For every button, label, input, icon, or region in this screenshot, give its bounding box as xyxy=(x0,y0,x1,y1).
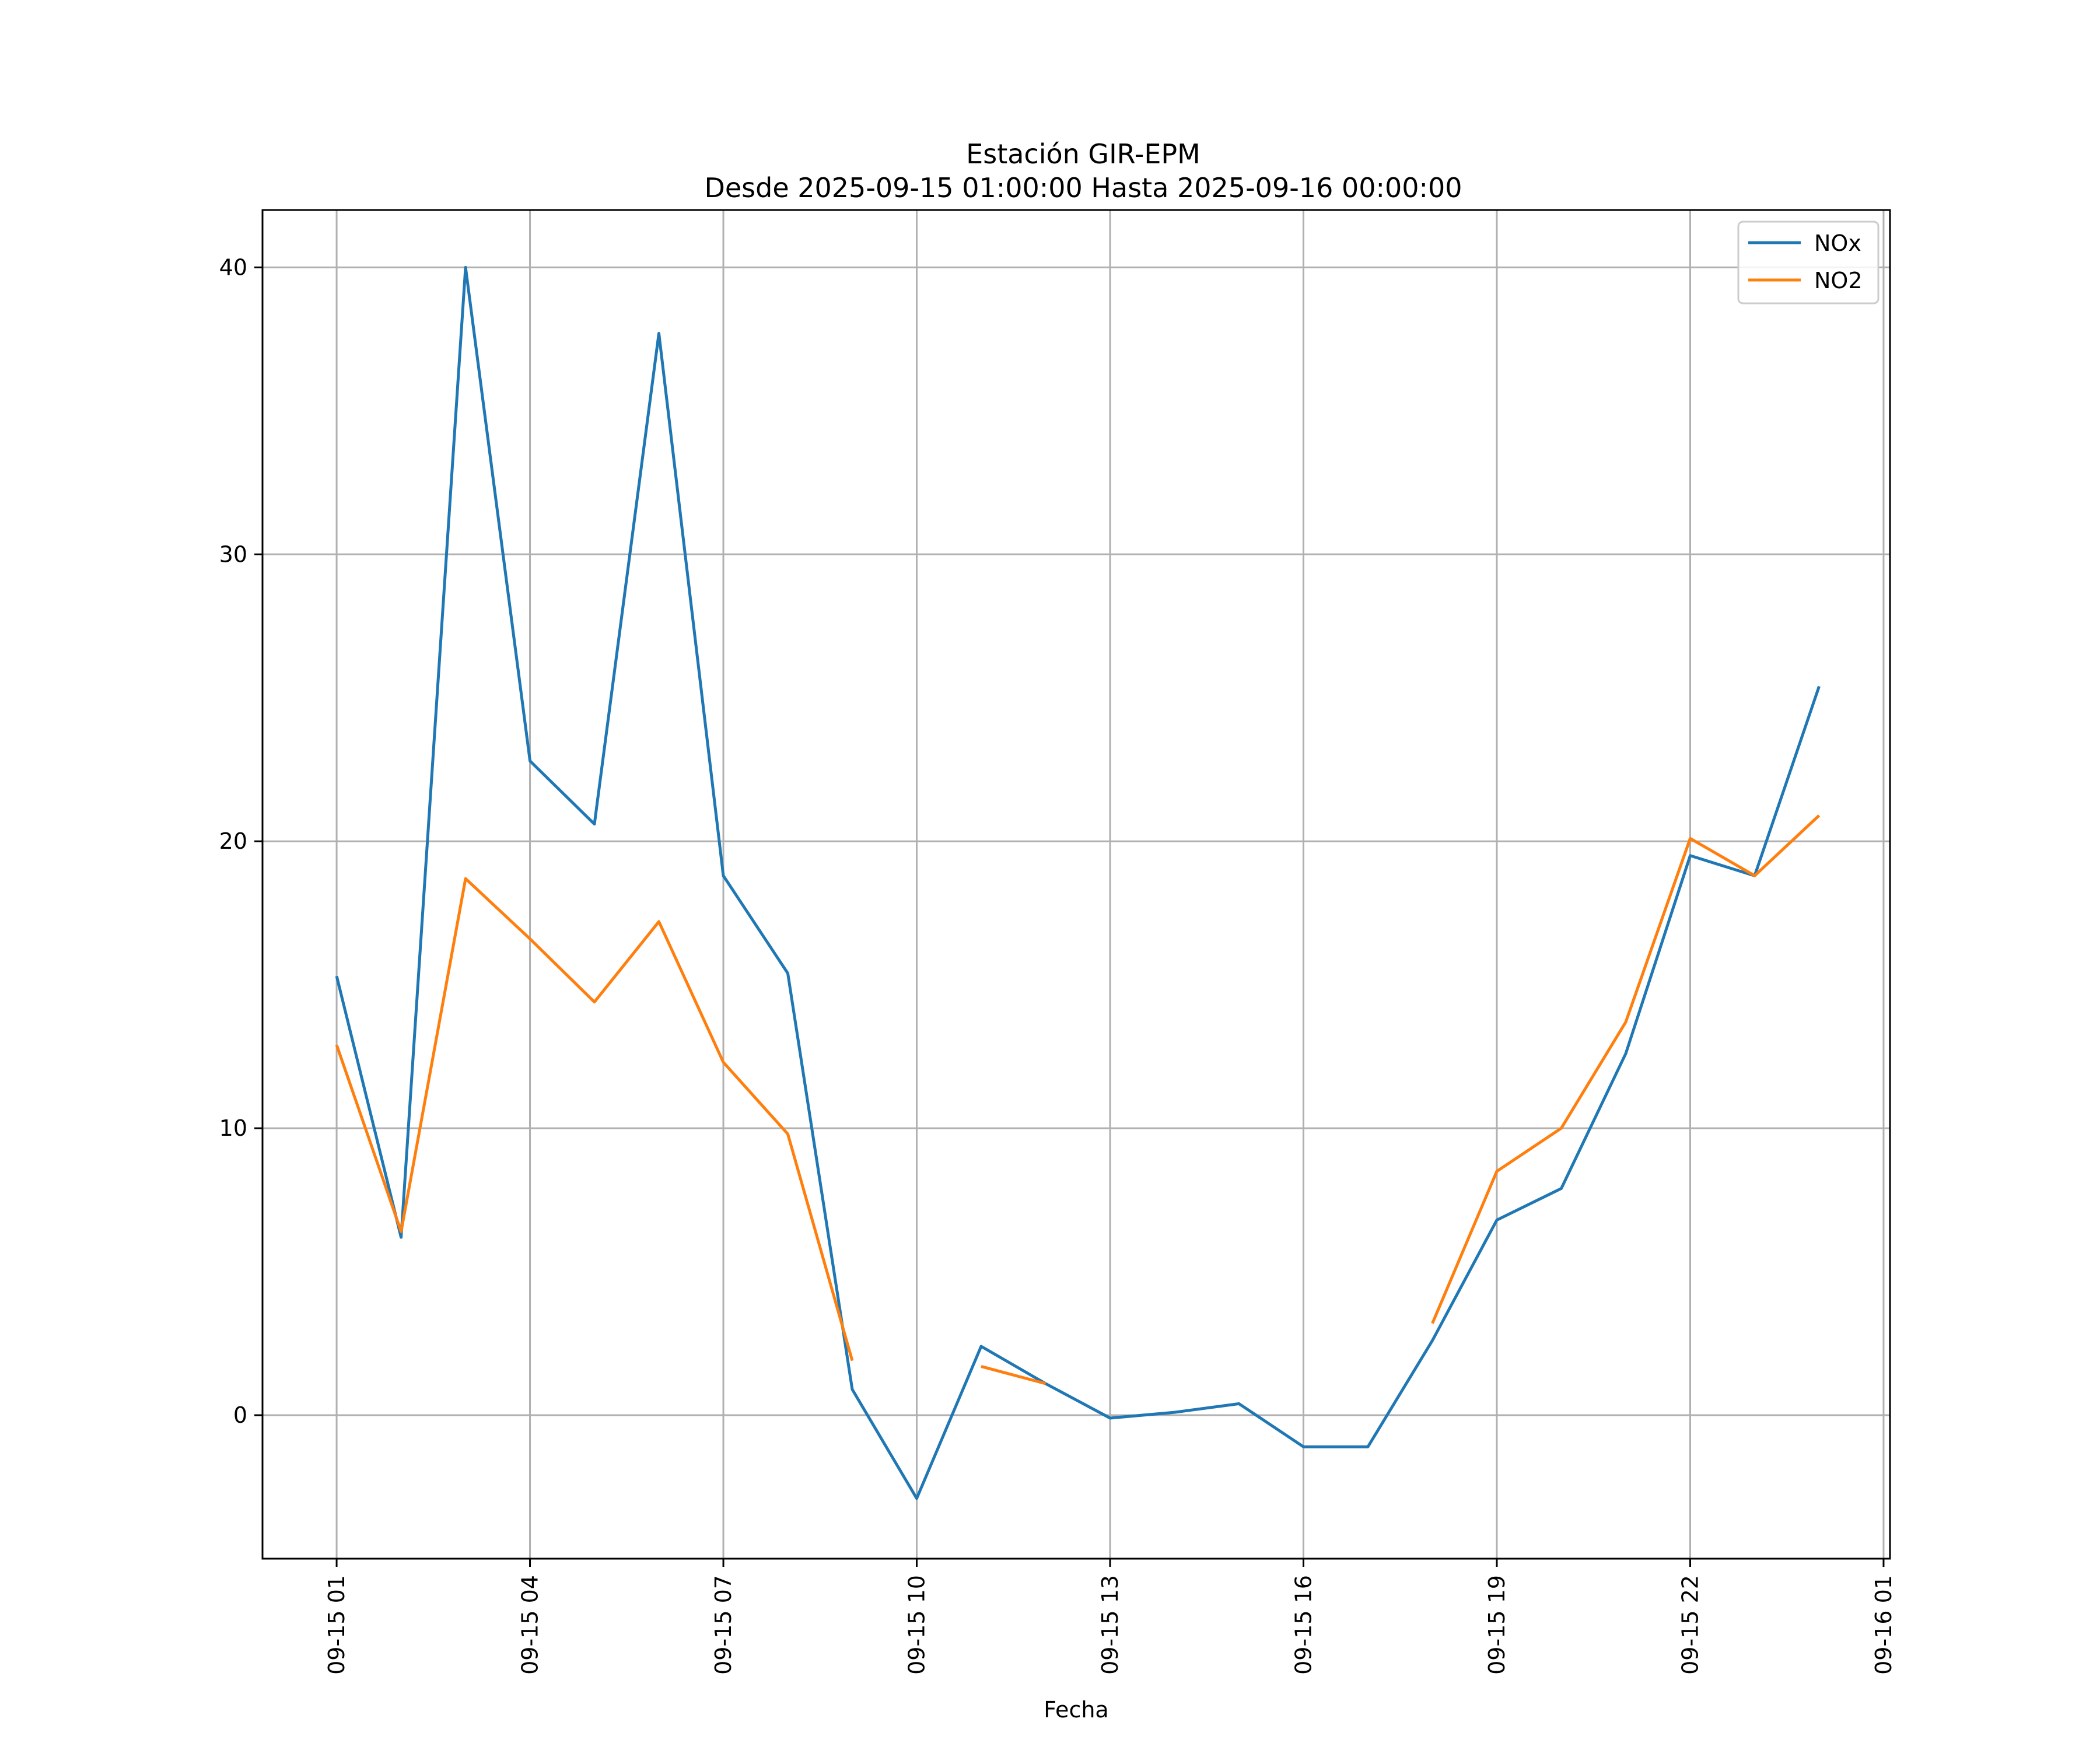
x-tick-label: 09-16 01 xyxy=(1871,1575,1896,1675)
y-tick-label: 30 xyxy=(219,541,247,567)
y-tick-label: 10 xyxy=(219,1115,247,1141)
x-tick-label: 09-15 22 xyxy=(1677,1575,1703,1675)
x-tick-label: 09-15 19 xyxy=(1484,1575,1510,1675)
series-lines xyxy=(335,265,1821,1500)
y-axis-ticks: 0 10 20 30 40 xyxy=(219,254,262,1428)
x-axis-label: Fecha xyxy=(1044,1697,1108,1723)
legend: NOx NO2 xyxy=(1737,220,1880,304)
legend-label-nox: NOx xyxy=(1814,230,1861,256)
y-tick-label: 20 xyxy=(219,828,247,854)
series-line-no2 xyxy=(1431,814,1821,1324)
grid-lines xyxy=(262,210,1890,1559)
plot-area-frame xyxy=(261,209,1891,1560)
legend-label-no2: NO2 xyxy=(1814,268,1863,293)
chart-title: Estación GIR-EPM xyxy=(966,138,1200,170)
x-axis-ticks: 09-15 01 09-15 04 09-15 07 09-15 10 09-15 13… xyxy=(324,1559,1896,1675)
series-line-nox xyxy=(335,265,1821,1500)
x-tick-label: 09-15 10 xyxy=(904,1575,930,1675)
x-tick-label: 09-15 07 xyxy=(710,1575,736,1675)
x-tick-label: 09-15 04 xyxy=(517,1575,543,1675)
series-line-no2 xyxy=(335,877,854,1362)
series-line-no2 xyxy=(981,1364,1046,1385)
x-tick-label: 09-15 13 xyxy=(1097,1575,1123,1675)
y-tick-label: 40 xyxy=(219,254,247,280)
x-tick-label: 09-15 16 xyxy=(1290,1575,1316,1675)
chart-subtitle: Desde 2025-09-15 01:00:00 Hasta 2025-09-… xyxy=(704,172,1462,204)
y-tick-label: 0 xyxy=(233,1402,247,1428)
x-tick-label: 09-15 01 xyxy=(324,1575,349,1675)
